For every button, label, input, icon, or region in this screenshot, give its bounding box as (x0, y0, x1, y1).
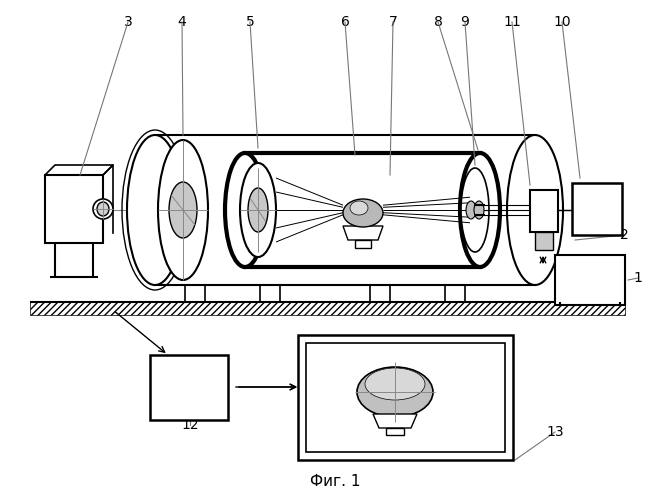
Bar (530, 190, 558, 232)
Ellipse shape (365, 368, 425, 400)
Ellipse shape (461, 168, 489, 252)
Text: 3: 3 (124, 15, 133, 29)
Ellipse shape (127, 135, 183, 285)
Text: 6: 6 (469, 354, 477, 366)
Ellipse shape (460, 153, 500, 267)
Bar (355, 240, 371, 248)
Ellipse shape (357, 367, 433, 417)
Ellipse shape (169, 182, 197, 238)
Text: 7: 7 (389, 15, 397, 29)
Text: 8: 8 (433, 15, 442, 29)
Bar (572, 183, 622, 235)
Ellipse shape (225, 153, 265, 267)
Bar (298, 335, 513, 460)
Text: 10: 10 (553, 15, 571, 29)
Text: 7: 7 (481, 388, 489, 402)
Bar (555, 255, 625, 305)
Ellipse shape (507, 135, 563, 285)
Text: 11: 11 (503, 15, 521, 29)
Ellipse shape (466, 201, 476, 219)
Polygon shape (343, 226, 383, 240)
Ellipse shape (93, 199, 113, 219)
Bar (150, 355, 228, 420)
Ellipse shape (343, 199, 383, 227)
Text: 13: 13 (546, 425, 564, 439)
Ellipse shape (240, 163, 276, 257)
Ellipse shape (97, 202, 109, 216)
Text: 6: 6 (340, 15, 350, 29)
Text: 9: 9 (460, 15, 470, 29)
Bar (306, 343, 505, 452)
Ellipse shape (474, 201, 484, 219)
Text: 2: 2 (620, 228, 628, 242)
Text: 1: 1 (634, 271, 643, 285)
Bar (155, 135, 535, 285)
Polygon shape (373, 414, 417, 428)
Text: 12: 12 (181, 418, 199, 432)
Ellipse shape (248, 188, 268, 232)
Bar (386, 428, 404, 435)
Text: Фиг. 1: Фиг. 1 (310, 474, 360, 490)
Bar (535, 232, 553, 250)
Text: 5: 5 (246, 15, 255, 29)
Bar (245, 153, 480, 267)
Ellipse shape (350, 201, 368, 215)
Bar (45, 175, 103, 243)
Bar (30, 302, 625, 315)
Text: 4: 4 (178, 15, 186, 29)
Ellipse shape (158, 140, 208, 280)
